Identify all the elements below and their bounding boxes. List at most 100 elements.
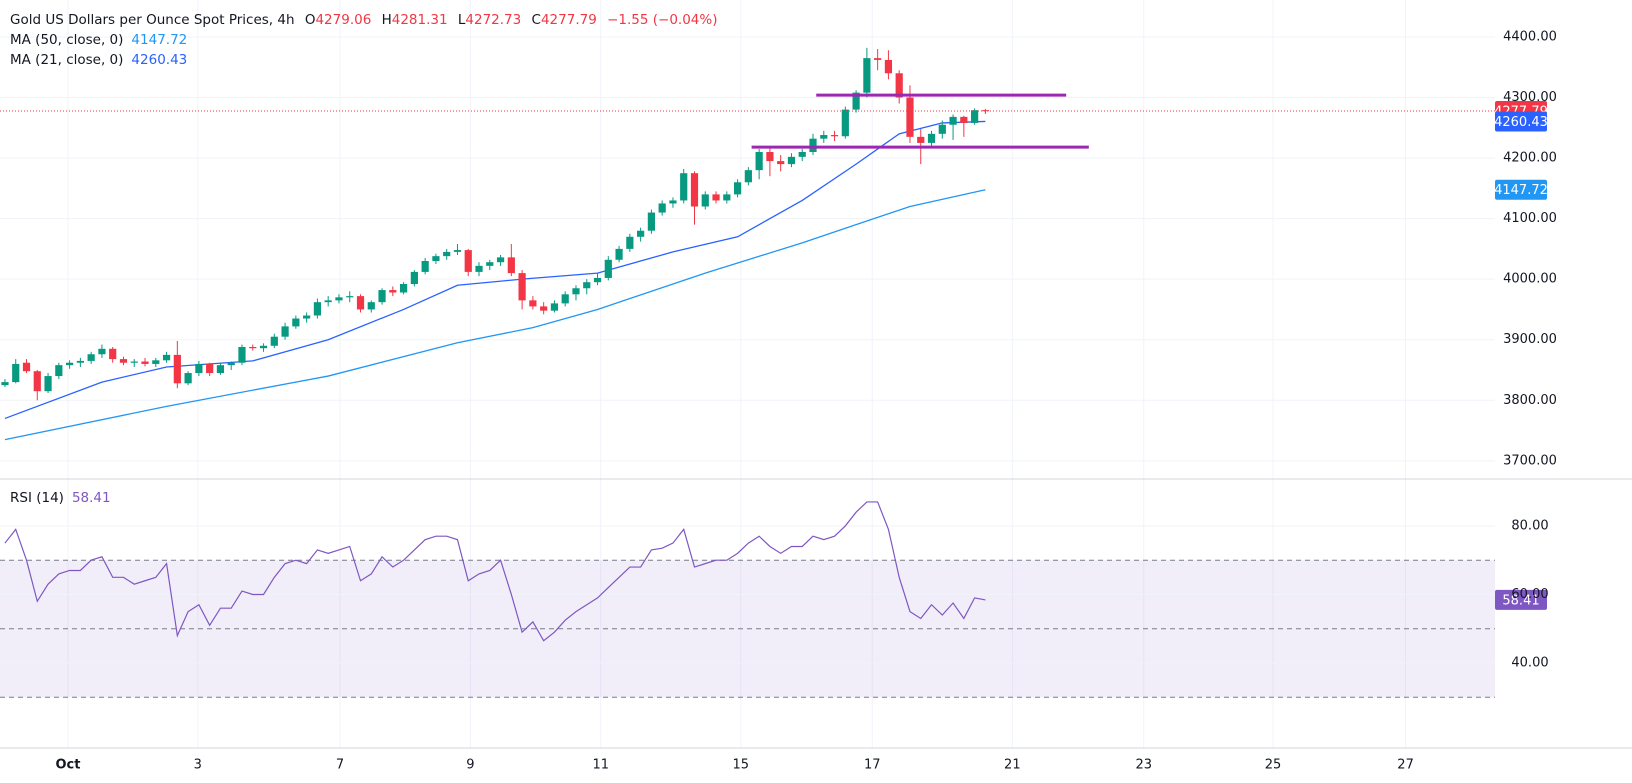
x-tick-label: 9 [466,758,474,773]
candle-body [335,297,343,301]
candle-body [604,259,612,278]
candle-body [324,300,332,303]
legend-value: 4260.43 [131,52,187,68]
value-tag-label: 4260.43 [1494,115,1548,130]
candle-body [626,236,634,249]
close-value: 4277.79 [541,12,597,28]
candle-body [906,97,914,137]
value-tag-label: 58.41 [1502,593,1539,608]
candle-body [432,256,440,261]
candle-body [259,345,268,349]
candle-body [798,151,806,157]
y-tick-label: 4400.00 [1503,29,1557,44]
legend-ma21: MA (21, close, 0) 4260.43 [10,52,187,68]
x-tick-label: 7 [336,758,344,773]
candle-body [593,277,602,283]
legend-value: 4147.72 [131,32,187,48]
candle-body [367,302,375,310]
candle-body [152,360,160,364]
x-tick-label: 15 [733,758,750,773]
ohlc-label: H [382,12,392,28]
candle-body [206,363,214,374]
candle-body [669,200,677,204]
ohlc-label: L [458,12,466,28]
legend-rsi: RSI (14) 58.41 [10,490,111,506]
candle-body [550,303,559,311]
candle-body [529,300,537,307]
candle-body [712,194,720,201]
candle-body [162,354,171,361]
moving-average [4,189,986,441]
candle-body [464,250,472,272]
ohlc-label: C [532,12,541,28]
candle-body [647,212,655,231]
high-value: 4281.31 [392,12,448,28]
y-tick-label: 3800.00 [1503,393,1557,408]
candle-body [303,315,311,319]
legend-name: MA (21, close, 0) [10,52,123,68]
candle-body [723,194,731,201]
candle-body [33,371,41,392]
y-tick-label: 40.00 [1511,656,1548,671]
candle-body [389,290,397,293]
candle-body [852,92,860,110]
candle-body [960,116,968,123]
candle-body [841,109,849,137]
candle-body [895,73,903,98]
candle-body [453,250,462,252]
x-tick-label: Oct [55,758,80,773]
candle-body [281,326,289,337]
value-tag [1495,111,1547,132]
candle-body [356,296,365,310]
y-tick-label: 60.00 [1511,587,1548,602]
y-tick-label: 4300.00 [1503,90,1557,105]
candle-body [561,294,569,304]
candle-body [540,306,548,311]
header: Gold US Dollars per Ounce Spot Prices, 4… [10,12,718,28]
legend-name: MA (50, close, 0) [10,32,123,48]
candle-body [1,382,9,386]
candle-body [76,360,84,363]
candle-body [313,302,322,316]
change: −1.55 (−0.04%) [607,12,717,28]
candle-body [227,362,235,366]
candle-body [130,361,138,363]
candle-body [119,359,128,363]
grid [0,0,1495,748]
y-tick-label: 4100.00 [1503,211,1557,226]
value-tag [1495,179,1547,200]
candle-body [830,135,839,137]
candle-body [475,265,483,272]
ohlc-label: O [305,12,316,28]
candle-body [583,282,591,289]
low-value: 4272.73 [465,12,521,28]
rsi-line [4,501,986,642]
x-tick-label: 25 [1265,758,1282,773]
candle-body [777,161,785,165]
value-tag-label: 4147.72 [1494,183,1548,198]
x-tick-label: 17 [864,758,881,773]
candle-body [173,354,181,384]
candle-body [12,363,20,383]
candle-body [981,110,989,112]
open-value: 4279.06 [315,12,371,28]
candle-body [22,362,31,372]
candle-body [637,230,645,237]
candle-body [346,296,354,298]
x-tick-label: 11 [592,758,609,773]
y-tick-label: 4000.00 [1503,272,1557,287]
y-tick-label: 3900.00 [1503,332,1557,347]
candle-body [820,135,828,139]
candle-body [486,262,494,266]
candle-body [399,284,408,293]
candle-body [615,248,623,260]
candle-body [421,260,429,272]
legend-ma50: MA (50, close, 0) 4147.72 [10,32,187,48]
x-tick-label: 23 [1135,758,1152,773]
candle-body [141,361,149,364]
candle-body [744,170,752,183]
candle-body [443,251,451,257]
candle-body [66,362,74,366]
